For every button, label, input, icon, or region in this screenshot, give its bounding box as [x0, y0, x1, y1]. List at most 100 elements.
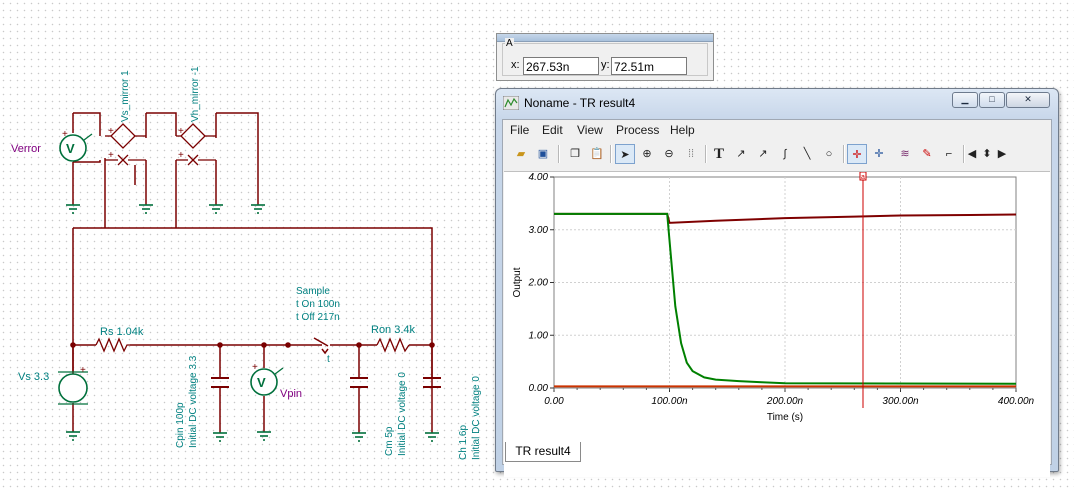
probe-button[interactable]: ✎: [917, 144, 937, 164]
cursor-window-titlebar[interactable]: [497, 34, 713, 42]
y-tick-label: 1.00: [529, 330, 549, 341]
cursor-readout-window[interactable]: A x: 267.53n y: 72.51m: [496, 33, 714, 81]
cpin-ic-label: Initial DC voltage 3.3: [188, 355, 199, 448]
copy-button[interactable]: ❐: [565, 144, 585, 164]
cursor-y-label: y:: [601, 59, 610, 71]
cursor-x-label: x:: [511, 59, 520, 71]
transient-chart[interactable]: 0.00 1.00 2.00 3.00 4.00 0.00 100.00n 200.00n 30…: [504, 171, 1052, 477]
y-axis-label: Output: [512, 267, 523, 297]
close-icon: ✕: [1024, 94, 1032, 104]
menu-bar: File Edit View Process Help: [503, 120, 1051, 140]
toolbar: ▰ ▣ ❐ 📋 ➤ ⊕ ⊖ ⁞⁞ T ↗ ↗ ∫ ╲ ○ ✛ ✛ ≋ ✎ ⌐ ◀…: [503, 140, 1051, 170]
x-tick-label: 0.00: [544, 396, 564, 407]
vs-mirror-label: Vs_mirror 1: [120, 70, 131, 122]
app-icon: [503, 96, 519, 110]
vs-plus-sign: +: [80, 365, 86, 376]
paste-button[interactable]: 📋: [587, 144, 607, 164]
cursor-a-icon: ✛: [852, 149, 862, 161]
curve-tool-2-button[interactable]: ↗: [753, 144, 773, 164]
cursor-a-button[interactable]: ✛: [847, 144, 867, 164]
line-tool-button[interactable]: ╲: [797, 144, 817, 164]
cursor-b-button[interactable]: ✛: [869, 144, 889, 164]
menu-view[interactable]: View: [577, 123, 603, 137]
probe-icon: ✎: [922, 148, 932, 160]
cursor-y-field[interactable]: 72.51m: [611, 57, 687, 75]
circle-icon: ○: [825, 148, 833, 160]
cm-ic-label: Initial DC voltage 0: [397, 372, 408, 456]
mirror1-plus-sign-2: +: [108, 150, 114, 161]
updown-icon: ⬍: [982, 148, 992, 160]
step-icon: ⌐: [945, 148, 953, 160]
window-title: Noname - TR result4: [524, 96, 636, 110]
scroll-right-button[interactable]: ▶: [996, 144, 1008, 164]
copy-icon: ❐: [570, 148, 580, 160]
function-curve-icon: ∫: [783, 148, 787, 160]
function-tool-button[interactable]: ∫: [775, 144, 795, 164]
vpin-label: Vpin: [280, 388, 302, 400]
text-tool-button[interactable]: T: [709, 144, 729, 164]
switch-ton-label: t On 100n: [296, 299, 340, 310]
mirror1-plus-sign: +: [108, 126, 114, 137]
ch-name-label: Ch 1.6p: [458, 425, 469, 460]
cursor-b-icon: ✛: [874, 148, 884, 160]
vpin-voltmeter-icon[interactable]: [250, 368, 278, 396]
x-tick-label: 300.00n: [882, 396, 919, 407]
switch-name-label: Sample: [296, 286, 330, 297]
open-button[interactable]: ▰: [511, 144, 531, 164]
result-tab[interactable]: TR result4: [505, 442, 581, 462]
window-client-area: File Edit View Process Help ▰ ▣ ❐ 📋 ➤ ⊕ …: [502, 119, 1052, 477]
mirror2-plus-sign: +: [178, 126, 184, 137]
zoom-in-icon: ⊕: [642, 148, 652, 160]
x-tick-label: 200.00n: [766, 396, 804, 407]
result-window[interactable]: Noname - TR result4 ▁ □ ✕ File Edit View…: [495, 88, 1059, 477]
switch-t-label: t: [327, 354, 330, 365]
close-button[interactable]: ✕: [1006, 92, 1050, 108]
folder-icon: ▰: [516, 148, 526, 160]
pointer-icon: ➤: [620, 149, 630, 161]
scroll-vertical-button[interactable]: ⬍: [979, 144, 995, 164]
zoom-in-button[interactable]: ⊕: [637, 144, 657, 164]
paste-icon: 📋: [590, 148, 604, 160]
verror-plus-sign: +: [62, 129, 68, 140]
ron-label: Ron 3.4k: [371, 324, 416, 336]
v-glyph: V: [257, 375, 266, 390]
circle-tool-button[interactable]: ○: [819, 144, 839, 164]
y-tick-label: 2.00: [528, 278, 549, 289]
pointer-tool-button[interactable]: ➤: [615, 144, 635, 164]
menu-help[interactable]: Help: [670, 123, 695, 137]
cursor-a-marker: [859, 171, 867, 181]
zoom-100-button[interactable]: ⊖: [659, 144, 679, 164]
y-tick-label: 4.00: [529, 172, 549, 183]
cursor-x-field[interactable]: 267.53n: [523, 57, 599, 75]
menu-file[interactable]: File: [510, 123, 530, 137]
cursor-group-label: A: [505, 38, 514, 49]
grid-button[interactable]: ⁞⁞: [681, 144, 701, 164]
maximize-icon: □: [989, 94, 995, 104]
waves-icon: ≋: [900, 148, 910, 160]
curve-tool-button[interactable]: ↗: [731, 144, 751, 164]
plot-area[interactable]: 0.00 1.00 2.00 3.00 4.00 0.00 100.00n 200.00n 30…: [504, 171, 1050, 477]
scroll-left-button[interactable]: ◀: [966, 144, 978, 164]
waves-button[interactable]: ≋: [895, 144, 915, 164]
grid-icon: ⁞⁞: [687, 148, 695, 160]
minimize-button[interactable]: ▁: [952, 92, 978, 108]
vs-label: Vs 3.3: [18, 371, 49, 383]
menu-edit[interactable]: Edit: [542, 123, 563, 137]
floppy-icon: ▣: [537, 148, 549, 160]
verror-voltmeter-icon[interactable]: [59, 134, 87, 162]
y-tick-label: 0.00: [529, 383, 549, 394]
vs-source-icon[interactable]: [58, 373, 88, 403]
schematic-canvas[interactable]: V V + + + + + + + Verror Vs 3.3 Rs 1.04k…: [0, 0, 495, 492]
triangle-right-icon: ▶: [997, 148, 1007, 160]
x-tick-label: 100.00n: [651, 396, 688, 407]
maximize-button[interactable]: □: [979, 92, 1005, 108]
step-button[interactable]: ⌐: [939, 144, 959, 164]
mirror2-plus-sign-2: +: [178, 150, 184, 161]
triangle-left-icon: ◀: [967, 148, 977, 160]
switch-toff-label: t Off 217n: [296, 312, 340, 323]
menu-process[interactable]: Process: [616, 123, 660, 137]
vpin-plus-sign: +: [252, 362, 258, 373]
vh-mirror-label: Vh_mirror -1: [190, 66, 201, 122]
rs-label: Rs 1.04k: [100, 326, 144, 338]
save-button[interactable]: ▣: [533, 144, 553, 164]
